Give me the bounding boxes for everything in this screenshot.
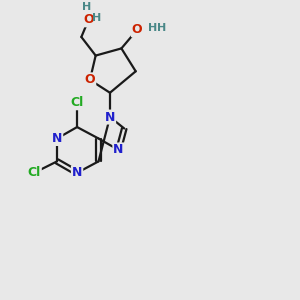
Text: N: N [113, 143, 124, 156]
Text: N: N [105, 111, 115, 124]
Text: O: O [132, 23, 142, 36]
Text: Cl: Cl [28, 166, 41, 179]
Text: H: H [82, 2, 92, 12]
Text: H: H [148, 23, 158, 33]
Text: Cl: Cl [70, 96, 84, 109]
Text: H: H [92, 14, 102, 23]
Text: H: H [157, 23, 166, 33]
Text: N: N [72, 166, 82, 179]
Text: O: O [83, 13, 94, 26]
Text: O: O [85, 74, 95, 86]
Text: N: N [52, 132, 62, 145]
